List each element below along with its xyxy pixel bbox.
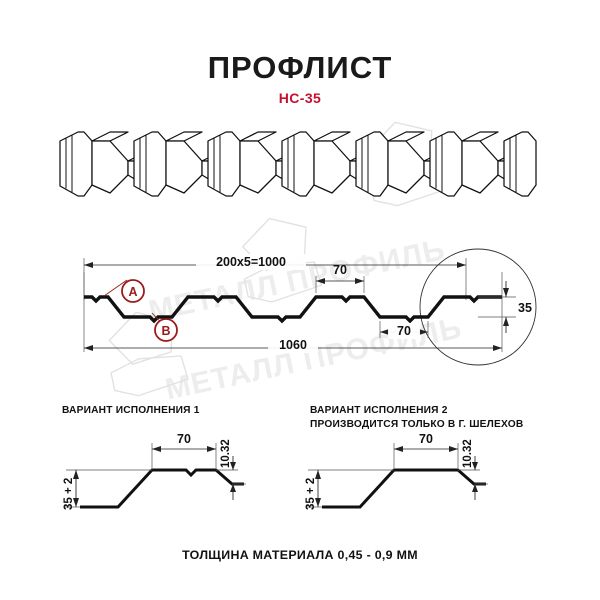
variant-2-caption-line-2: ПРОИЗВОДИТСЯ ТОЛЬКО В Г. ШЕЛЕХОВ xyxy=(310,419,524,430)
variant-1-dim-edge-height-label: 10.32 xyxy=(220,439,232,468)
variant-2-dim-profile-height: 35 + 2 xyxy=(305,470,394,510)
callout-a[interactable]: A xyxy=(104,280,144,302)
variant-1-caption-line-1: ВАРИАНТ ИСПОЛНЕНИЯ 1 xyxy=(62,405,200,416)
watermark-logo-1 xyxy=(100,305,189,401)
variant-2-caption-line-1: ВАРИАНТ ИСПОЛНЕНИЯ 2 xyxy=(310,405,448,416)
variant-1-caption: ВАРИАНТ ИСПОЛНЕНИЯ 1 xyxy=(62,404,200,418)
page-subtitle: НС-35 xyxy=(278,90,322,106)
watermark-logo-3 xyxy=(359,115,448,211)
dim-height: 35 xyxy=(478,281,532,333)
variant-2-dim-edge-height: 10.32 xyxy=(458,439,488,500)
dim-pitch-total: 200x5=1000 xyxy=(84,254,466,270)
dim-valley-width: 70 xyxy=(380,321,428,339)
extension-lines xyxy=(84,258,502,352)
dim-height-label: 35 xyxy=(518,301,532,315)
callout-b[interactable]: B xyxy=(152,313,177,341)
variant-1-dim-profile-height: 35 + 2 xyxy=(63,470,152,510)
variant-2-dim-edge-height-label: 10.32 xyxy=(462,439,474,468)
variant-1-dim-top-width-label: 70 xyxy=(177,432,191,446)
variant-2-profile xyxy=(322,470,486,507)
variant-2-dim-top-width-label: 70 xyxy=(419,432,433,446)
corrugated-sheet-3d xyxy=(60,132,536,196)
dim-overall-width-label: 1060 xyxy=(279,338,307,352)
page-title: ПРОФЛИСТ xyxy=(207,50,393,85)
variant-1-dim-profile-height-label: 35 + 2 xyxy=(63,478,75,510)
dim-valley-width-label: 70 xyxy=(397,324,411,338)
variant-1-dim-edge-height: 10.32 xyxy=(216,439,246,500)
variant-1-dim-top-width: 70 xyxy=(152,432,216,468)
material-thickness-note: ТОЛЩИНА МАТЕРИАЛА 0,45 - 0,9 ММ xyxy=(182,548,418,562)
variant-2-dim-top-width: 70 xyxy=(394,432,458,468)
dim-crest-width: 70 xyxy=(316,263,364,293)
detail-view-circle xyxy=(420,249,536,365)
dim-crest-width-label: 70 xyxy=(333,263,347,277)
profile-polyline xyxy=(84,297,502,321)
variant-2-dim-profile-height-label: 35 + 2 xyxy=(305,478,317,510)
callout-a-label: A xyxy=(128,285,137,299)
dim-overall-width: 1060 xyxy=(84,337,502,353)
variant-2-caption: ВАРИАНТ ИСПОЛНЕНИЯ 2 ПРОИЗВОДИТСЯ ТОЛЬКО… xyxy=(310,404,523,432)
callout-b-label: B xyxy=(161,324,170,338)
watermark-text-2: МЕТАЛЛ ПРОФИЛЬ xyxy=(162,311,464,406)
variant-1-profile xyxy=(80,470,244,507)
watermark-logo-2 xyxy=(233,211,322,307)
dim-pitch-total-label: 200x5=1000 xyxy=(216,255,286,269)
watermark-text-1: МЕТАЛЛ ПРОФИЛЬ xyxy=(146,233,448,328)
